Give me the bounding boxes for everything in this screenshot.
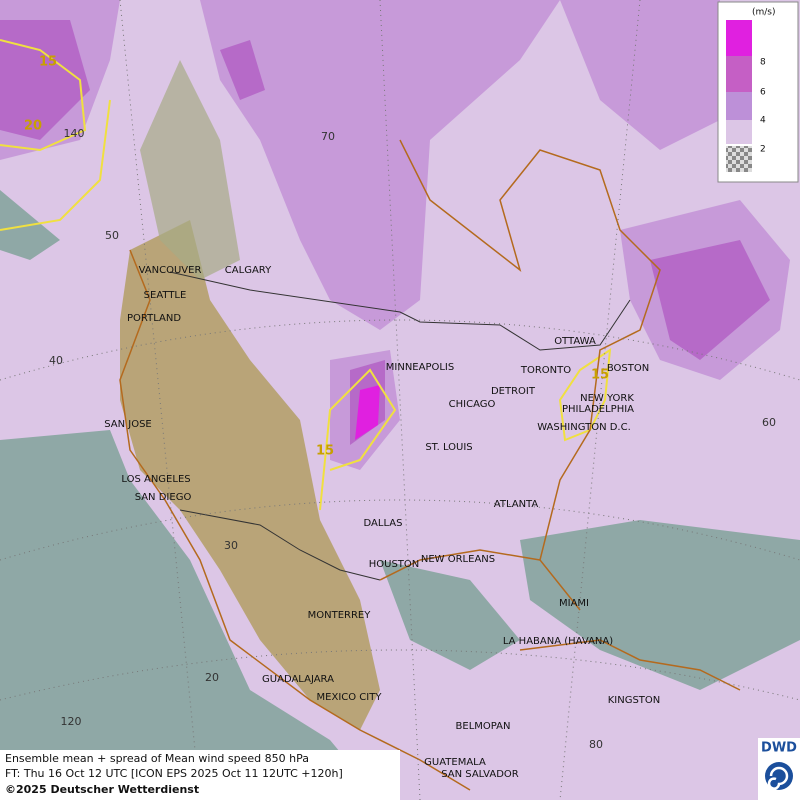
city-label: ST. LOUIS <box>425 442 472 453</box>
city-label: PHILADELPHIA <box>562 404 634 415</box>
contours <box>0 39 612 511</box>
grid-label: 30 <box>224 539 238 552</box>
city-label: CHICAGO <box>449 399 496 410</box>
city-label: HOUSTON <box>369 559 420 570</box>
city-label: MIAMI <box>559 598 589 609</box>
grid-label: 60 <box>762 416 776 429</box>
city-label: SEATTLE <box>144 290 187 301</box>
contour-label: 15 <box>39 55 57 70</box>
grid-label: 20 <box>205 671 219 684</box>
contour-label: 15 <box>316 444 334 459</box>
city-label: SAN SALVADOR <box>441 769 518 780</box>
contour-label: 15 <box>591 368 609 383</box>
city-labels: VANCOUVER CALGARY SEATTLE PORTLAND MINNEAPOL… <box>104 265 660 780</box>
grid-labels: 70 140 50 40 30 20 120 60 80 <box>49 127 776 751</box>
city-label: ATLANTA <box>494 499 539 510</box>
grid-label: 140 <box>64 127 85 140</box>
logo-icon <box>765 762 793 790</box>
city-label: TORONTO <box>520 365 571 376</box>
legend-swatch <box>726 20 752 56</box>
grid-label: 70 <box>321 130 335 143</box>
grid-label: 50 <box>105 229 119 242</box>
city-label: VANCOUVER <box>139 265 202 276</box>
contour-labels: 15 20 15 15 <box>24 55 609 459</box>
city-label: PORTLAND <box>127 313 181 324</box>
logo-icon <box>767 766 789 790</box>
low-spread <box>0 190 800 800</box>
city-label: BELMOPAN <box>456 721 511 732</box>
city-label: DETROIT <box>491 386 536 397</box>
legend-level: 8 <box>760 58 766 68</box>
legend-swatch <box>726 120 752 144</box>
city-label: NEW ORLEANS <box>421 554 495 565</box>
legend-level: 4 <box>760 116 766 126</box>
legend-swatch <box>726 92 752 120</box>
city-label: LA HABANA (HAVANA) <box>503 636 613 647</box>
city-label: LOS ANGELES <box>121 474 190 485</box>
borders <box>169 271 631 581</box>
logo: DWD <box>761 741 797 756</box>
legend-level: 6 <box>760 88 766 98</box>
city-label: GUADALAJARA <box>262 674 334 685</box>
city-label: SAN DIEGO <box>135 492 192 503</box>
legend-level: 2 <box>760 145 766 155</box>
terrain <box>140 60 240 280</box>
city-label: WASHINGTON D.C. <box>537 422 631 433</box>
city-label: SAN JOSE <box>104 419 152 430</box>
footer-line: FT: Thu 16 Oct 12 UTC [ICON EPS 2025 Oct… <box>5 767 343 780</box>
city-label: BOSTON <box>607 363 649 374</box>
footer-box <box>0 750 400 800</box>
grid-label: 120 <box>61 715 82 728</box>
legend-swatch <box>726 146 752 172</box>
city-label: DALLAS <box>364 518 403 529</box>
city-label: KINGSTON <box>608 695 661 706</box>
city-label: MONTERREY <box>308 610 372 621</box>
city-label: MINNEAPOLIS <box>386 362 454 373</box>
grid-label: 40 <box>49 354 63 367</box>
footer-line: ©2025 Deutscher Wetterdienst <box>5 783 199 796</box>
contour-label: 20 <box>24 119 42 134</box>
city-label: CALGARY <box>225 265 272 276</box>
city-label: GUATEMALA <box>424 757 486 768</box>
city-label: MEXICO CITY <box>317 692 383 703</box>
city-label: OTTAWA <box>554 336 596 347</box>
city-label: NEW YORK <box>580 393 634 404</box>
footer-line: Ensemble mean + spread of Mean wind spee… <box>5 752 309 765</box>
terrain <box>120 220 380 730</box>
max-wind <box>355 385 380 440</box>
legend-unit: (m/s) <box>752 8 776 18</box>
grid-label: 80 <box>589 738 603 751</box>
legend-swatch <box>726 56 752 92</box>
coastlines <box>119 139 741 791</box>
